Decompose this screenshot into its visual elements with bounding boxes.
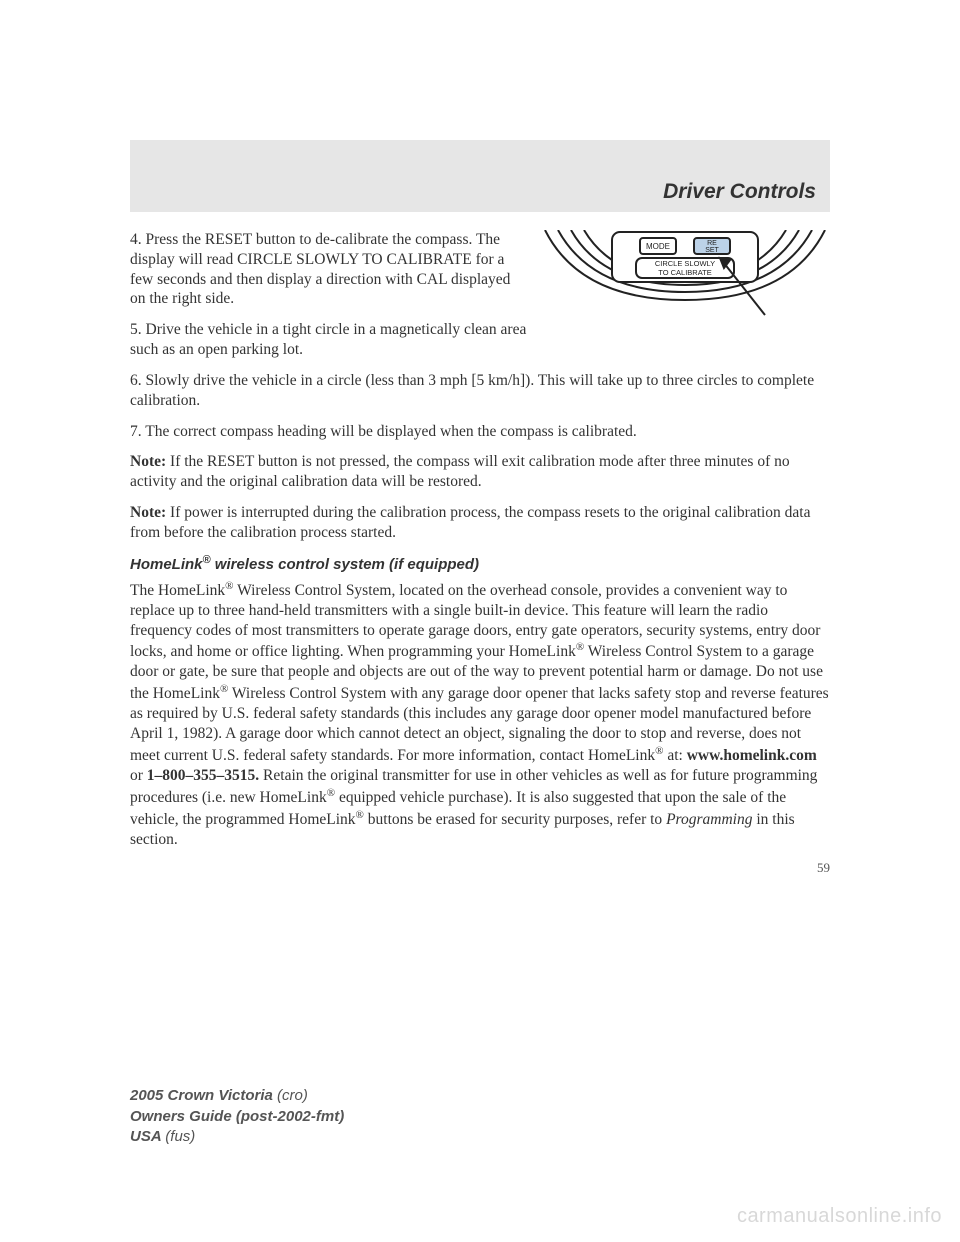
compass-console-diagram: MODE RE SET CIRCLE SLOWLY TO CALIBRATE: [540, 230, 830, 350]
homelink-paragraph: The HomeLink® Wireless Control System, l…: [130, 579, 830, 850]
lcd-line-2: TO CALIBRATE: [658, 268, 712, 277]
footer-line-3: USA (fus): [130, 1127, 344, 1147]
lcd-line-1: CIRCLE SLOWLY: [655, 259, 715, 268]
watermark: carmanualsonline.info: [737, 1205, 942, 1228]
reset-button-label-2: SET: [705, 247, 719, 254]
note-1: Note: If the RESET button is not pressed…: [130, 452, 830, 492]
footer-line-2: Owners Guide (post-2002-fmt): [130, 1107, 344, 1127]
footer: 2005 Crown Victoria (cro) Owners Guide (…: [130, 1086, 344, 1147]
page-content: Driver Controls: [130, 140, 830, 876]
mode-button-label: MODE: [646, 242, 670, 251]
page-number: 59: [130, 860, 830, 876]
header-bar: Driver Controls: [130, 140, 830, 212]
note-2-text: If power is interrupted during the calib…: [130, 504, 811, 541]
note-label: Note:: [130, 453, 166, 470]
header-title: Driver Controls: [663, 180, 816, 204]
section-heading-homelink: HomeLink® wireless control system (if eq…: [130, 554, 830, 573]
step-7: 7. The correct compass heading will be d…: [130, 422, 830, 442]
note-1-text: If the RESET button is not pressed, the …: [130, 453, 790, 490]
note-label: Note:: [130, 504, 166, 521]
reset-button-label-1: RE: [707, 240, 717, 247]
footer-line-1: 2005 Crown Victoria (cro): [130, 1086, 344, 1106]
step-6: 6. Slowly drive the vehicle in a circle …: [130, 371, 830, 411]
note-2: Note: If power is interrupted during the…: [130, 503, 830, 543]
body: MODE RE SET CIRCLE SLOWLY TO CALIBRATE 4…: [130, 230, 830, 876]
